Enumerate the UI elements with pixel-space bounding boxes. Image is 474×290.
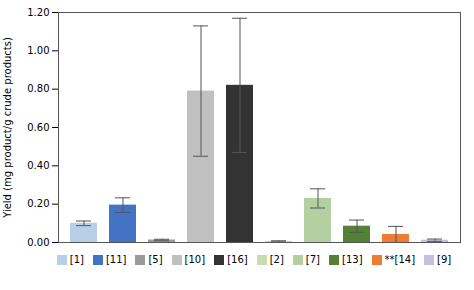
svg-text:1.20: 1.20	[27, 7, 49, 18]
svg-text:0.60: 0.60	[27, 122, 49, 133]
svg-text:0.40: 0.40	[27, 160, 49, 171]
svg-text:0.00: 0.00	[27, 237, 49, 248]
html-text:[1]: [1]	[69, 254, 84, 265]
html-text:[16]: [16]	[227, 254, 248, 265]
html-text:**[14]: **[14]	[384, 254, 416, 265]
html-text:[2]: [2]	[269, 254, 284, 265]
svg-text:0.20: 0.20	[27, 198, 49, 209]
html-text:[7]: [7]	[305, 254, 320, 265]
html-text:[5]: [5]	[148, 254, 163, 265]
svg-text:1.00: 1.00	[27, 45, 49, 56]
html-text:[10]: [10]	[184, 254, 206, 265]
html-text:[11]: [11]	[105, 254, 127, 265]
html-text:[13]: [13]	[342, 254, 363, 265]
svg-text:Yield (mg product/g crude prod: Yield (mg product/g crude products)	[2, 37, 13, 219]
svg-text:0.80: 0.80	[27, 83, 49, 94]
html-text:[9]: [9]	[437, 254, 452, 265]
